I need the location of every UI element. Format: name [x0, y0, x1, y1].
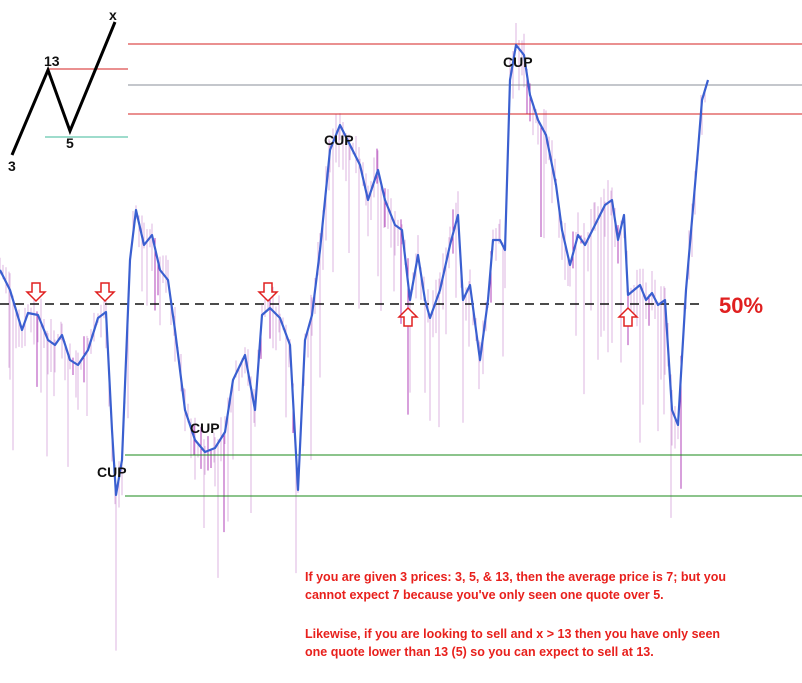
note-line: cannot expect 7 because you've only seen…: [305, 588, 664, 602]
cup-label: CUP: [97, 464, 127, 480]
inset-label: 13: [44, 53, 60, 69]
inset-label: x: [109, 7, 117, 23]
level-label: 50%: [719, 293, 763, 318]
arrows: [25, 282, 639, 327]
cup-label: CUP: [503, 54, 533, 70]
inset-zigzag: [10, 21, 117, 156]
inset-label: 5: [66, 135, 74, 151]
down-arrow: [25, 282, 47, 303]
down-arrow: [94, 282, 116, 303]
note-line: Likewise, if you are looking to sell and…: [305, 627, 720, 641]
cup-label: CUP: [190, 420, 220, 436]
price-line: [0, 43, 710, 497]
up-arrow: [617, 306, 639, 327]
note-line: If you are given 3 prices: 3, 5, & 13, t…: [305, 570, 726, 584]
up-arrow: [397, 306, 419, 327]
cup-label: CUP: [324, 132, 354, 148]
inset: [0, 0, 128, 183]
inset-label: 3: [8, 158, 16, 174]
note-line: one quote lower than 13 (5) so you can e…: [305, 645, 654, 659]
down-arrow: [257, 282, 279, 303]
